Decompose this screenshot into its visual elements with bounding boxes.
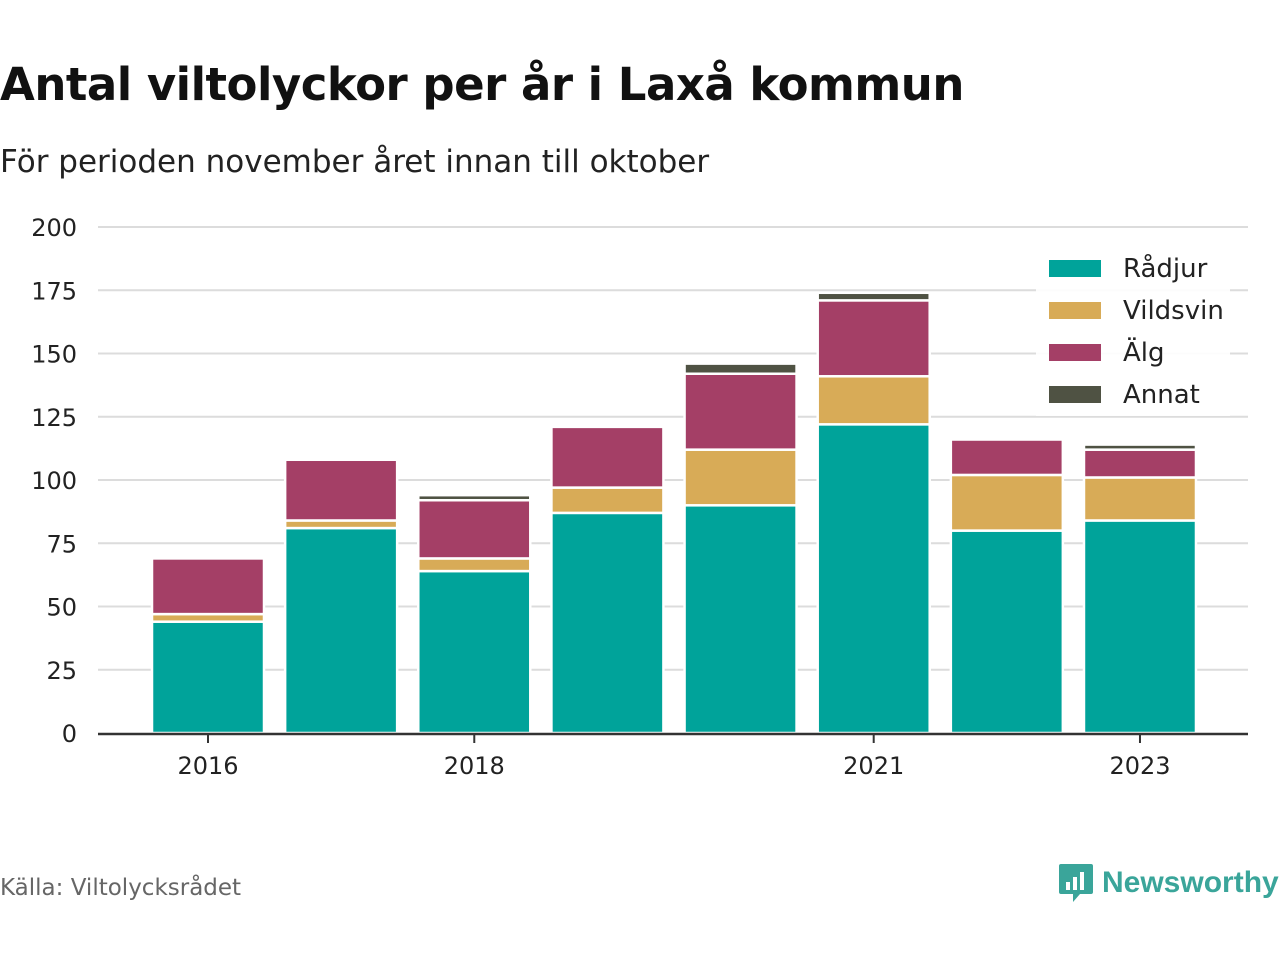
y-tick-label: 175 (31, 277, 77, 305)
source-note: Källa: Viltolycksrådet (0, 875, 242, 901)
x-tick-label: 2021 (843, 752, 904, 780)
bar-segment-vildsvin (550, 486, 665, 515)
bar-segment-älg (949, 438, 1065, 477)
newsworthy-logo-icon (1059, 864, 1093, 902)
bar-segment-annat (417, 493, 532, 502)
bar-segment-vildsvin (1082, 476, 1198, 522)
bar-segment-vildsvin (949, 473, 1065, 532)
bar-segment-rådjur (949, 529, 1065, 735)
legend: Rådjur Vildsvin Älg Annat (1036, 248, 1230, 416)
y-tick-label: 50 (46, 594, 77, 622)
bar-segment-älg (683, 372, 798, 451)
bar-segment-vildsvin (683, 448, 798, 507)
bar-segment-rådjur (550, 511, 665, 735)
y-tick-label: 150 (31, 341, 77, 369)
bar-segment-rådjur (1082, 519, 1198, 735)
x-tick-label: 2023 (1109, 752, 1170, 780)
bar-segment-rådjur (150, 620, 266, 735)
bar-segment-annat (816, 291, 931, 302)
bar-segment-annat (683, 362, 798, 375)
newsworthy-logo[interactable]: Newsworthy (1058, 862, 1279, 904)
y-tick-label: 25 (46, 657, 77, 685)
x-tick-label: 2016 (177, 752, 238, 780)
bar-segment-rådjur (816, 423, 931, 735)
bar-segment-älg (550, 425, 665, 489)
bar-segment-älg (1082, 448, 1198, 479)
bar-segment-rådjur (283, 526, 399, 735)
bar-segment-älg (283, 458, 399, 522)
legend-swatch (1049, 344, 1101, 361)
chart-subtitle: För perioden november året innan till ok… (0, 144, 710, 180)
y-tick-label: 0 (62, 720, 77, 748)
bar-segment-vildsvin (816, 375, 931, 426)
bar-segment-annat (1082, 443, 1198, 451)
legend-swatch (1049, 260, 1101, 277)
y-tick-label: 75 (46, 530, 77, 558)
legend-swatch (1049, 386, 1101, 403)
bar-segment-vildsvin (417, 557, 532, 573)
brand-name: Newsworthy (1102, 866, 1279, 899)
y-tick-label: 125 (31, 404, 77, 432)
bar-segment-älg (417, 498, 532, 560)
bars (150, 291, 1198, 735)
y-tick-label: 100 (31, 467, 77, 495)
legend-label: Rådjur (1123, 253, 1208, 284)
legend-label: Vildsvin (1123, 296, 1224, 326)
bar-segment-älg (816, 299, 931, 378)
legend-swatch (1049, 302, 1101, 319)
legend-label: Älg (1123, 336, 1165, 368)
bar-segment-älg (150, 557, 266, 616)
bar-segment-rådjur (417, 569, 532, 735)
x-axis: 2016 2018 2021 2023 (98, 732, 1248, 780)
y-axis: 0 25 50 75 100 125 150 175 200 (31, 214, 77, 748)
chart-title: Antal viltolyckor per år i Laxå kommun (0, 58, 964, 111)
legend-label: Annat (1123, 380, 1200, 410)
bar-segment-rådjur (683, 504, 798, 735)
x-tick-label: 2018 (444, 752, 505, 780)
y-tick-label: 200 (31, 214, 77, 242)
